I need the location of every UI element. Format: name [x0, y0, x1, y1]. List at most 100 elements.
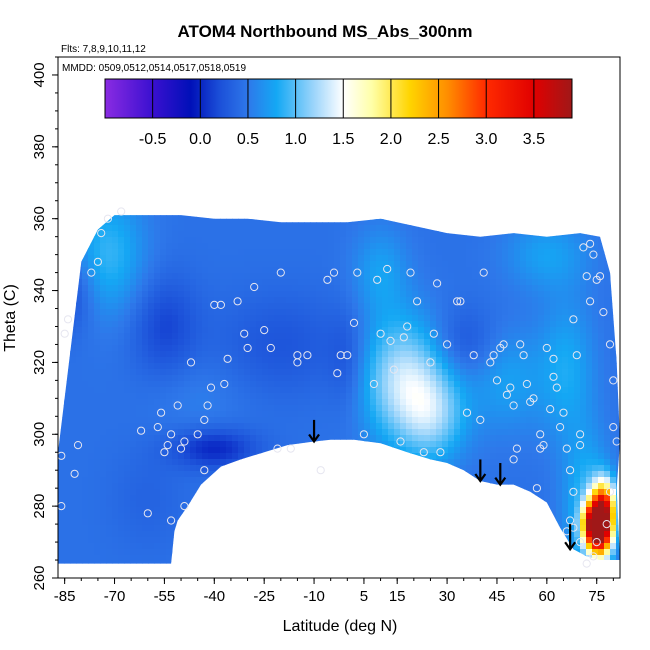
heatmap-cell	[568, 135, 575, 142]
heatmap-cell	[616, 327, 620, 334]
heatmap-cell	[424, 243, 431, 250]
heatmap-cell	[322, 183, 329, 190]
heatmap-cell	[76, 225, 83, 232]
heatmap-cell	[610, 255, 617, 262]
heatmap-cell	[568, 177, 575, 184]
heatmap-cell	[100, 153, 107, 160]
heatmap-cell	[466, 285, 473, 292]
heatmap-cell	[88, 81, 95, 88]
heatmap-cell	[466, 369, 473, 376]
heatmap-cell	[466, 141, 473, 148]
heatmap-cell	[220, 141, 227, 148]
heatmap-cell	[232, 249, 239, 256]
heatmap-cell	[130, 309, 137, 316]
heatmap-cell	[550, 141, 557, 148]
heatmap-cell	[532, 351, 539, 358]
heatmap-cell	[328, 279, 335, 286]
heatmap-cell	[304, 351, 311, 358]
heatmap-cell	[358, 297, 365, 304]
heatmap-cell	[454, 215, 461, 220]
heatmap-cell	[274, 215, 281, 220]
heatmap-cell	[574, 147, 581, 154]
heatmap-cell	[238, 177, 245, 184]
heatmap-cell	[322, 57, 329, 64]
heatmap-cell	[394, 177, 401, 184]
heatmap-cell	[94, 207, 101, 214]
heatmap-cell	[400, 345, 407, 352]
heatmap-cell	[352, 171, 359, 178]
heatmap-cell	[418, 123, 425, 130]
heatmap-cell	[178, 369, 185, 376]
heatmap-cell	[304, 339, 311, 346]
heatmap-cell	[382, 215, 389, 220]
heatmap-cell	[592, 243, 599, 250]
heatmap-cell	[442, 315, 449, 322]
heatmap-cell	[274, 63, 281, 70]
heatmap-cell	[610, 363, 617, 370]
heatmap-cell	[124, 261, 131, 268]
heatmap-cell	[298, 63, 305, 70]
heatmap-cell	[202, 195, 209, 202]
heatmap-cell	[460, 63, 467, 70]
heatmap-cell	[442, 195, 449, 202]
heatmap-cell	[196, 351, 203, 358]
heatmap-cell	[604, 117, 611, 124]
heatmap-cell	[520, 273, 527, 280]
heatmap-cell	[292, 333, 299, 340]
heatmap-cell	[58, 267, 65, 274]
heatmap-cell	[136, 189, 143, 196]
heatmap-cell	[328, 363, 335, 370]
heatmap-cell	[544, 123, 551, 130]
heatmap-cell	[610, 249, 617, 256]
heatmap-cell	[400, 333, 407, 340]
heatmap-cell	[112, 177, 119, 184]
heatmap-cell	[208, 159, 215, 166]
heatmap-cell	[394, 363, 401, 370]
heatmap-cell	[400, 369, 407, 376]
heatmap-cell	[298, 207, 305, 214]
heatmap-cell	[436, 243, 443, 250]
heatmap-cell	[166, 171, 173, 178]
heatmap-cell	[58, 99, 65, 106]
heatmap-cell	[88, 279, 95, 286]
heatmap-cell	[250, 261, 257, 268]
heatmap-cell	[508, 183, 515, 190]
heatmap-cell	[76, 153, 83, 160]
heatmap-cell	[598, 219, 605, 226]
heatmap-cell	[112, 215, 119, 220]
heatmap-cell	[322, 225, 329, 232]
heatmap-cell	[220, 327, 227, 334]
heatmap-cell	[178, 279, 185, 286]
heatmap-cell	[478, 57, 485, 64]
heatmap-cell	[550, 261, 557, 268]
heatmap-cell	[304, 177, 311, 184]
heatmap-cell	[574, 243, 581, 250]
heatmap-cell	[106, 141, 113, 148]
heatmap-cell	[328, 255, 335, 262]
heatmap-cell	[226, 243, 233, 250]
heatmap-cell	[106, 369, 113, 376]
heatmap-cell	[100, 273, 107, 280]
heatmap-cell	[598, 351, 605, 358]
heatmap-cell	[616, 153, 623, 160]
heatmap-cell	[334, 177, 341, 184]
heatmap-cell	[502, 153, 509, 160]
heatmap-cell	[196, 165, 203, 172]
heatmap-cell	[304, 159, 311, 166]
heatmap-cell	[352, 363, 359, 370]
heatmap-cell	[280, 297, 287, 304]
heatmap-cell	[268, 195, 275, 202]
heatmap-cell	[214, 231, 221, 238]
heatmap-cell	[352, 357, 359, 364]
heatmap-cell	[556, 249, 563, 256]
heatmap-cell	[286, 363, 293, 370]
heatmap-cell	[142, 189, 149, 196]
heatmap-cell	[448, 249, 455, 256]
heatmap-cell	[88, 135, 95, 142]
heatmap-cell	[382, 183, 389, 190]
heatmap-cell	[226, 309, 233, 316]
heatmap-cell	[100, 261, 107, 268]
heatmap-cell	[472, 351, 479, 358]
heatmap-cell	[304, 201, 311, 208]
heatmap-cell	[592, 225, 599, 232]
